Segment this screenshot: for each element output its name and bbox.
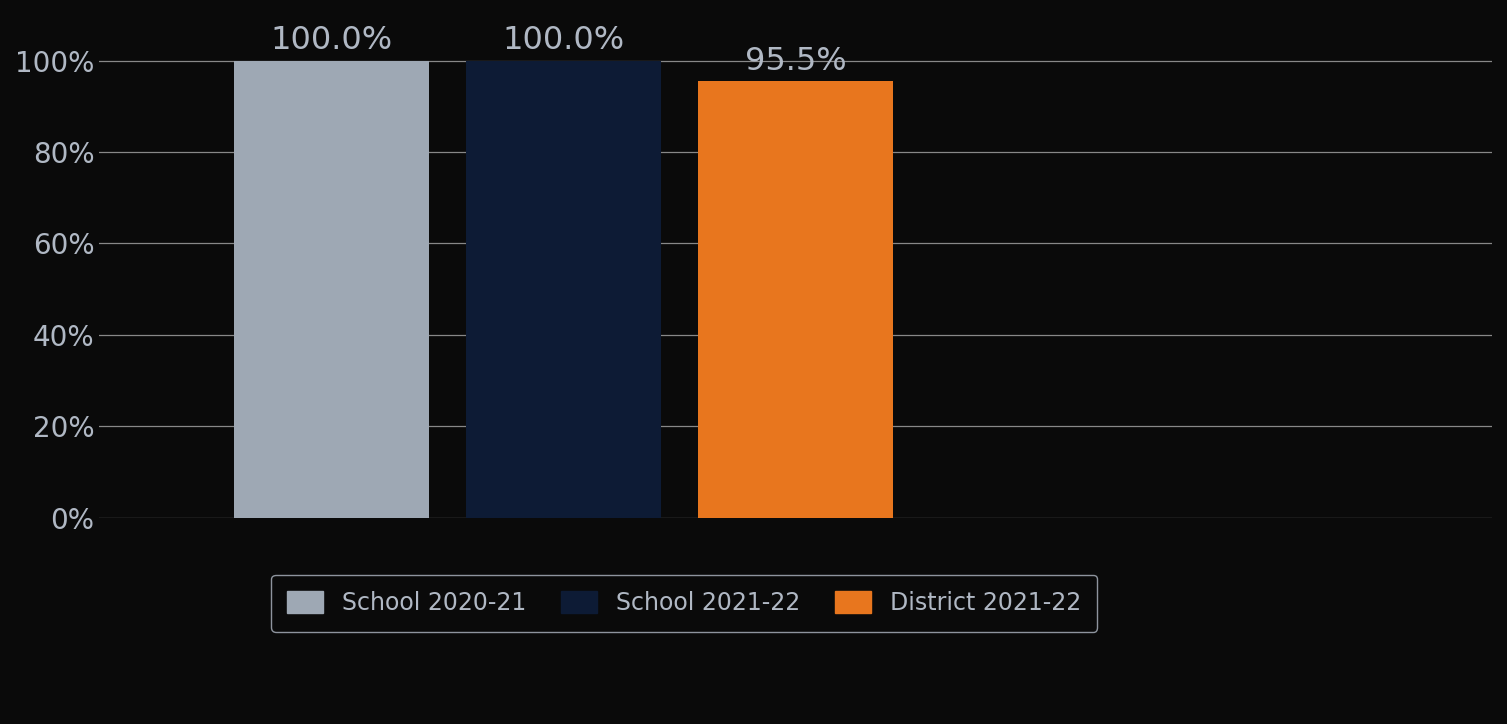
Legend: School 2020-21, School 2021-22, District 2021-22: School 2020-21, School 2021-22, District…: [271, 575, 1097, 631]
Bar: [466, 61, 662, 518]
Bar: [698, 81, 894, 518]
Text: 100.0%: 100.0%: [270, 25, 392, 56]
Text: 100.0%: 100.0%: [502, 25, 624, 56]
Text: 95.5%: 95.5%: [744, 46, 847, 77]
Bar: [234, 61, 429, 518]
